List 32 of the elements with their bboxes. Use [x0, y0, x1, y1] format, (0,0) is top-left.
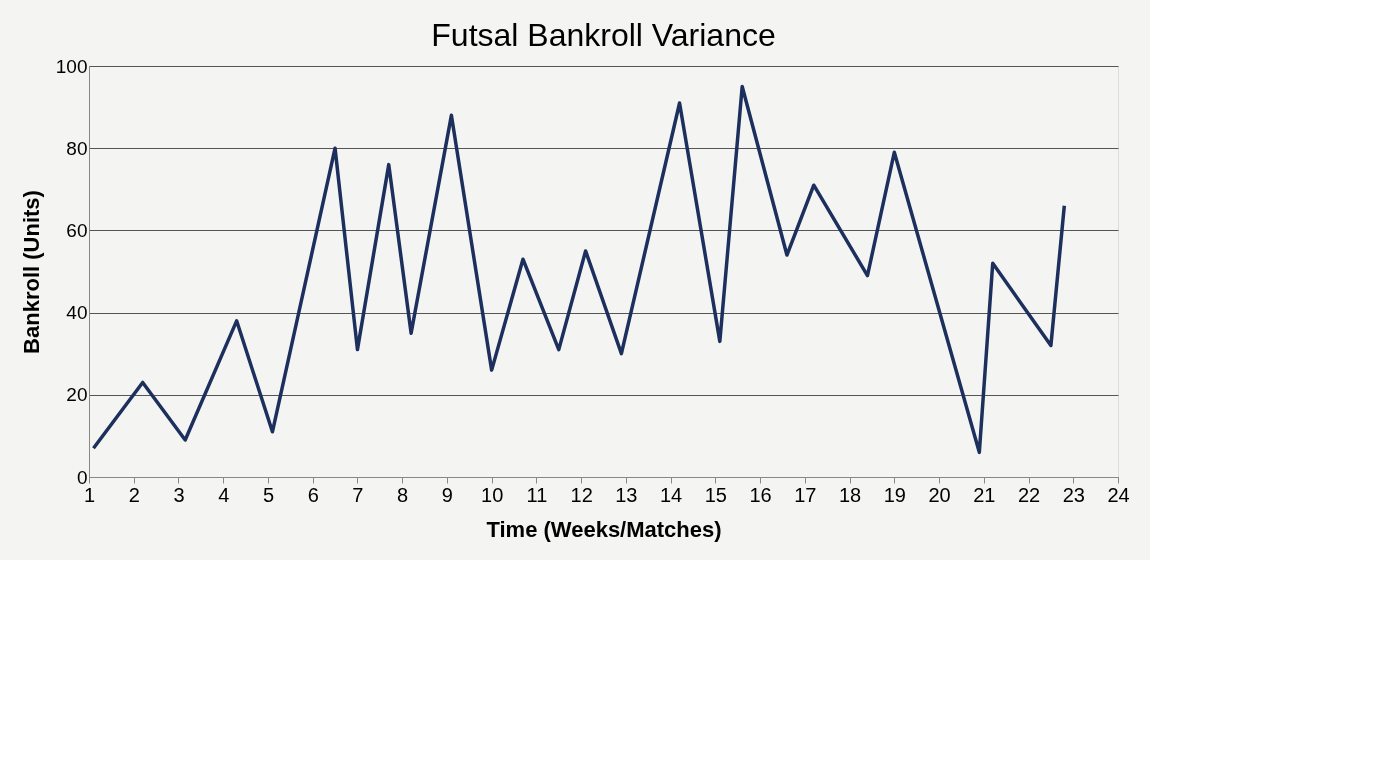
y-tick-label: 100: [55, 55, 88, 77]
y-tick-label: 60: [66, 219, 88, 241]
x-tick-label: 15: [704, 483, 727, 506]
x-tick-label: 8: [397, 483, 409, 506]
x-tick-label: 7: [352, 483, 364, 506]
x-tick-label: 24: [1107, 483, 1130, 506]
x-tick-label: 23: [1062, 483, 1085, 506]
x-tick-label: 16: [749, 483, 772, 506]
x-tick-label: 20: [928, 483, 951, 506]
x-tick-label: 10: [481, 483, 504, 506]
x-tick-label: 13: [615, 483, 638, 506]
x-tick-label: 22: [1017, 483, 1041, 506]
x-tick-label: 9: [441, 483, 453, 506]
x-tick-label: 14: [659, 483, 683, 506]
x-tick-label: 18: [838, 483, 862, 506]
x-tick-label: 12: [570, 483, 593, 506]
x-axis-title: Time (Weeks/Matches): [486, 516, 722, 542]
y-tick-label: 80: [66, 137, 88, 159]
x-tick-label: 5: [262, 483, 275, 506]
x-tick-label: 2: [128, 483, 140, 506]
y-tick-label: 40: [66, 302, 88, 324]
x-tick-label: 3: [173, 483, 185, 506]
x-tick-label: 19: [883, 483, 906, 506]
y-axis-title: Bankroll (Units): [18, 190, 44, 354]
x-tick-label: 17: [794, 483, 817, 506]
x-tick-label: 21: [973, 483, 996, 506]
chart-title: Futsal Bankroll Variance: [431, 17, 776, 53]
x-tick-label: 6: [307, 483, 319, 506]
line-series: [91, 84, 1067, 455]
y-tick-label: 20: [66, 384, 88, 406]
x-tick-label: 11: [526, 483, 548, 506]
x-tick-label: 4: [218, 483, 230, 506]
